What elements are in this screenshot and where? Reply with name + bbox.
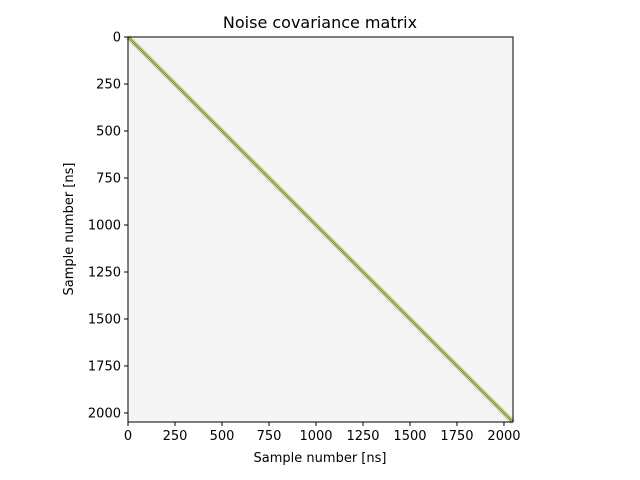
y-axis: 0 250 500 750 1000 1250 1500 1750 2000	[88, 31, 128, 421]
y-tick-label: 1000	[88, 218, 121, 233]
x-tick-label: 1500	[393, 429, 426, 444]
y-tick-label: 500	[96, 124, 121, 139]
x-tick-label: 1000	[299, 429, 332, 444]
y-tick-label: 1250	[88, 265, 121, 280]
y-tick-label: 1750	[88, 359, 121, 374]
x-tick-label: 2000	[487, 429, 520, 444]
y-axis-label: Sample number [ns]	[62, 163, 77, 296]
y-tick-label: 0	[113, 31, 121, 46]
x-tick-label: 500	[210, 429, 235, 444]
plot-area	[125, 34, 516, 425]
x-tick-label: 0	[124, 429, 132, 444]
y-tick-label: 750	[96, 171, 121, 186]
y-tick-label: 250	[96, 77, 121, 92]
x-axis-label: Sample number [ns]	[254, 451, 387, 466]
x-tick-label: 1250	[346, 429, 379, 444]
x-tick-label: 250	[163, 429, 188, 444]
y-tick-label: 2000	[88, 406, 121, 421]
x-tick-label: 1750	[440, 429, 473, 444]
x-axis: 0 250 500 750 1000 1250 1500 1750 2000	[124, 422, 521, 444]
diagonal-highlight	[127, 36, 514, 423]
chart-title: Noise covariance matrix	[223, 13, 417, 32]
plot-frame	[127, 36, 514, 423]
y-tick-label: 1500	[88, 312, 121, 327]
x-tick-label: 750	[257, 429, 282, 444]
